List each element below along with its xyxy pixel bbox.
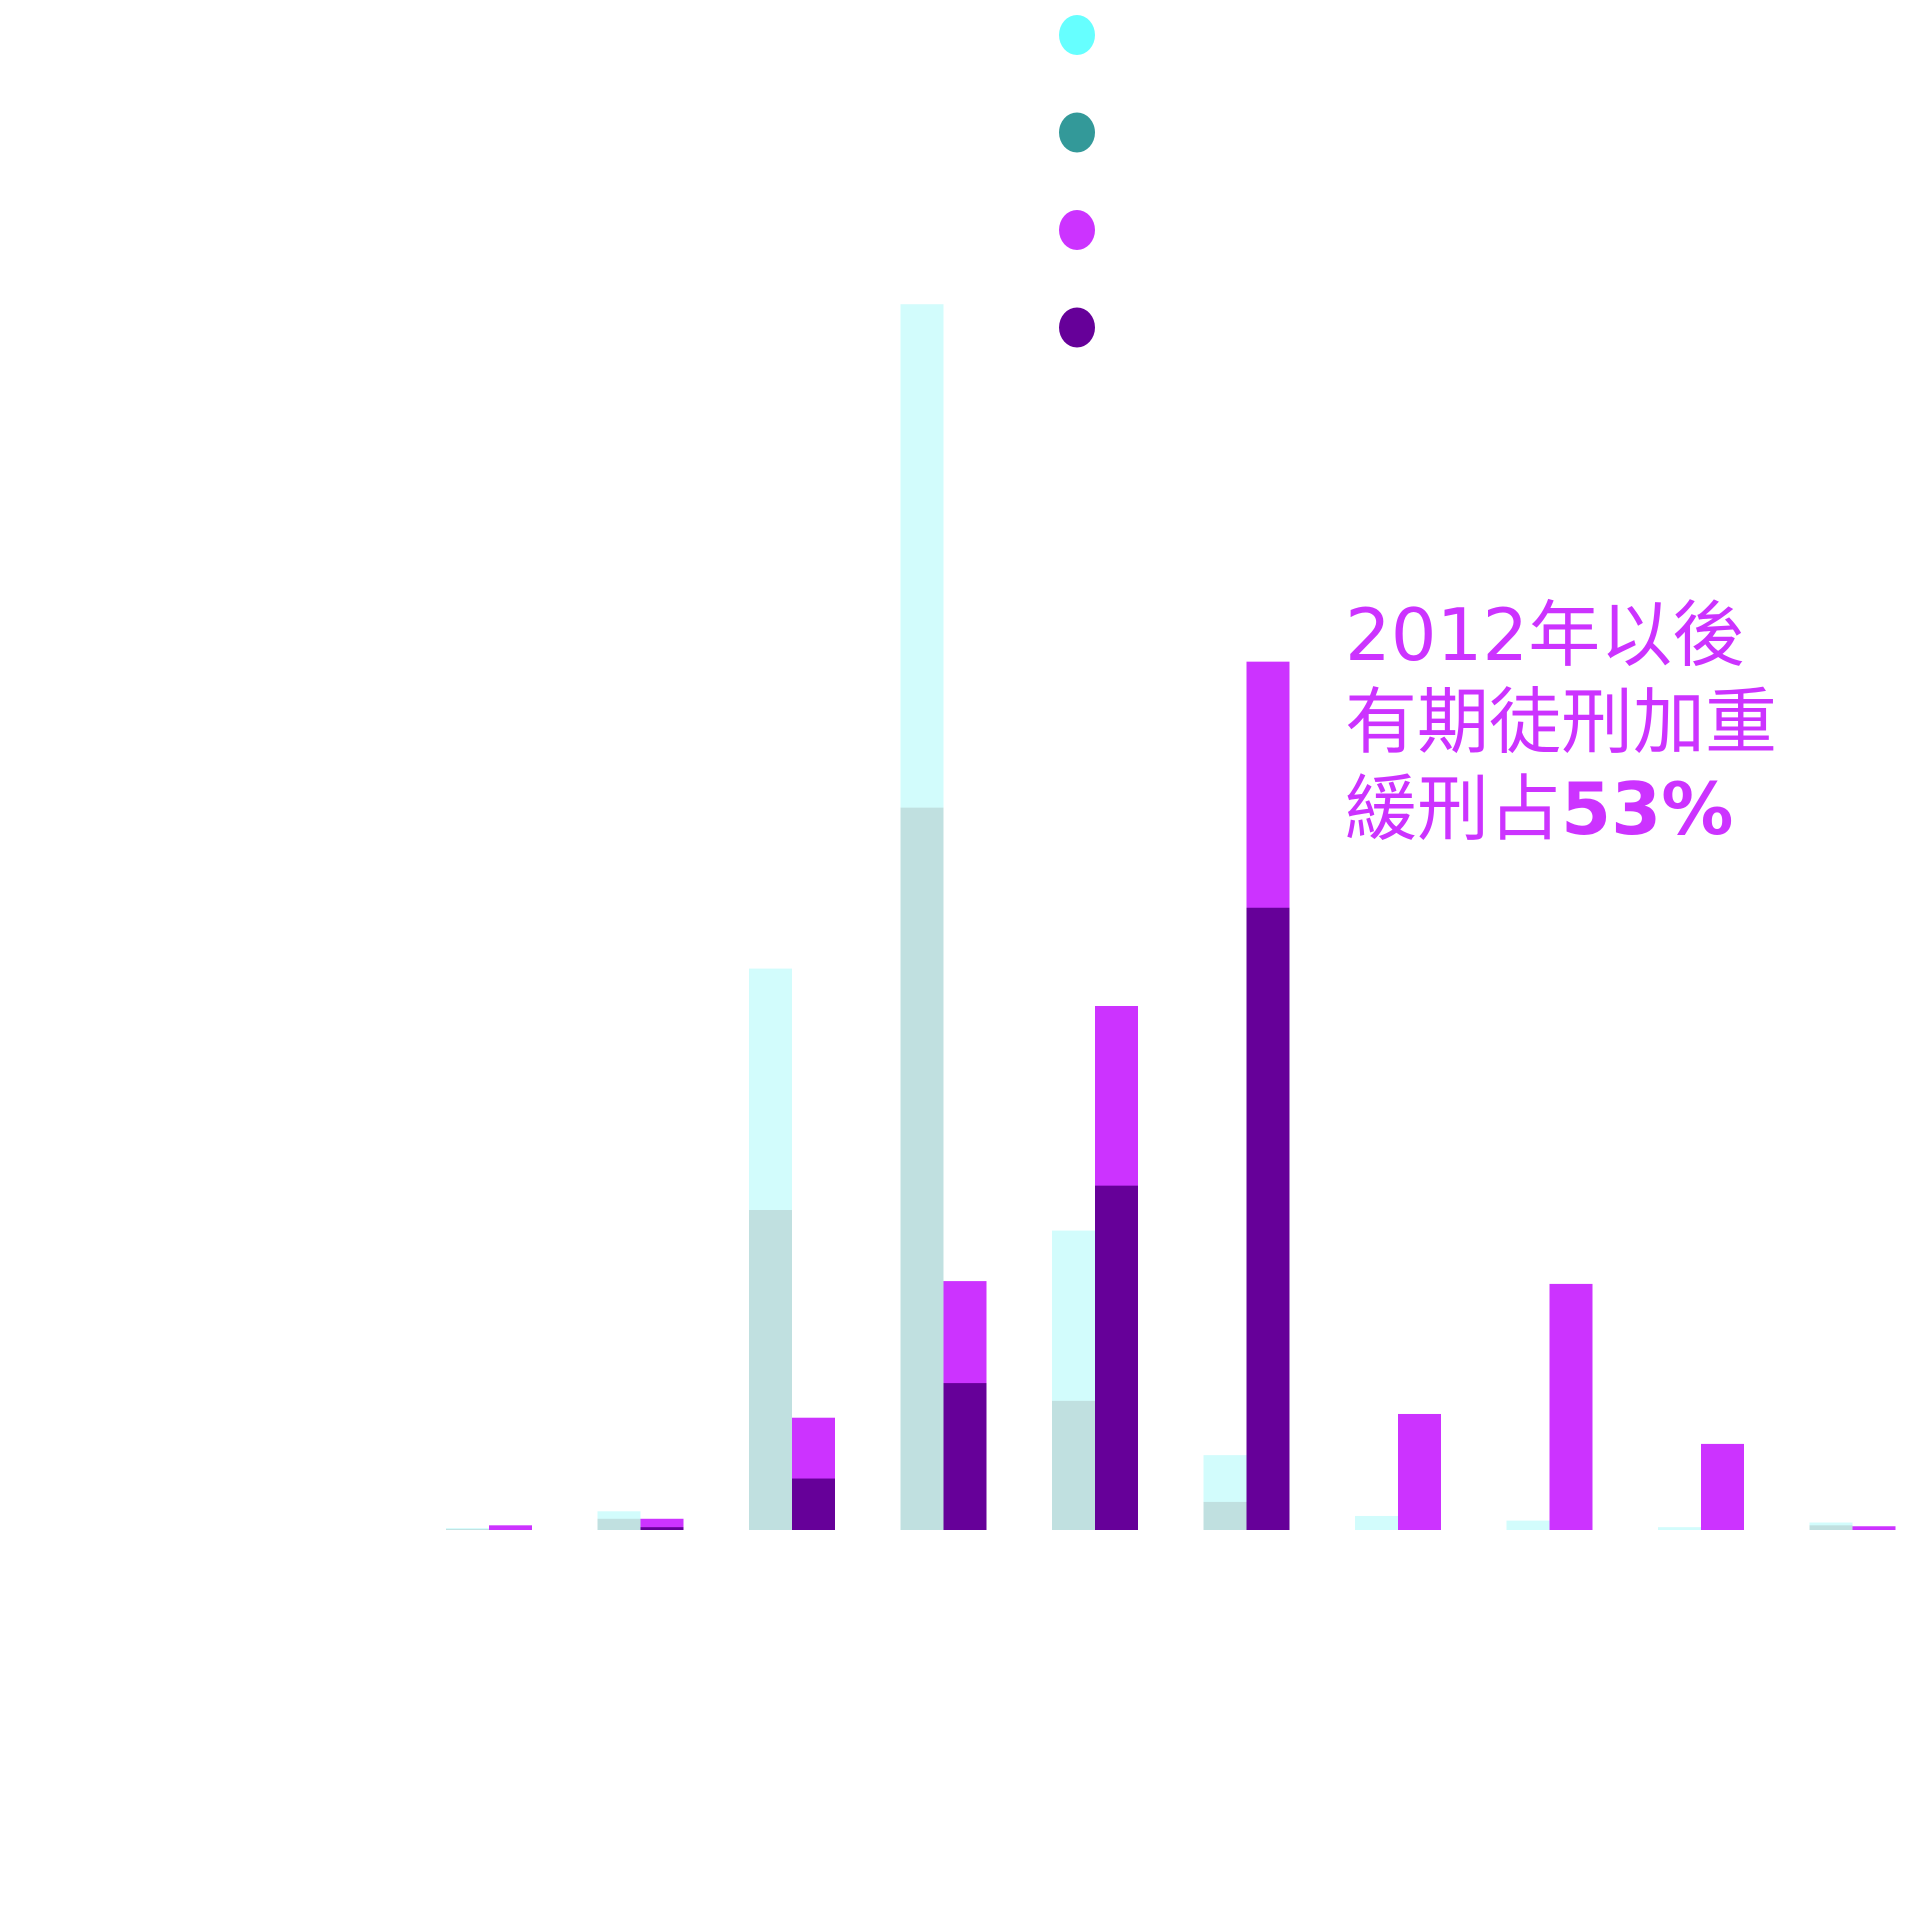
- bar-before-suspended-5: [1203, 1501, 1247, 1530]
- bar-after-suspended-3: [943, 1383, 987, 1530]
- bar-before-total-0: [446, 1528, 489, 1530]
- legend-marker-1: [1059, 112, 1095, 153]
- bar-before-suspended-9: [1809, 1525, 1853, 1530]
- annotation-line-3: 緩刑占: [1345, 767, 1562, 851]
- bar-before-suspended-3: [900, 807, 944, 1530]
- bar-before-total-7: [1506, 1520, 1550, 1530]
- bar-after-total-8: [1701, 1443, 1744, 1530]
- bar-before-suspended-4: [1052, 1400, 1095, 1530]
- legend-marker-2: [1059, 210, 1095, 250]
- annotation: 2012年以後 有期徒刑加重 緩刑占53%: [1345, 592, 1777, 853]
- bar-after-suspended-5: [1246, 907, 1290, 1530]
- bar-before-total-6: [1355, 1515, 1398, 1530]
- legend-marker-0: [1059, 15, 1095, 55]
- bar-after-total-9: [1852, 1526, 1896, 1530]
- legend-marker-3: [1059, 307, 1095, 348]
- bar-after-total-7: [1549, 1283, 1593, 1530]
- bar-before-suspended-2: [749, 1209, 792, 1530]
- annotation-line-2: 有期徒刑加重: [1345, 680, 1778, 764]
- annotation-percent: 53%: [1561, 767, 1734, 851]
- bar-after-total-0: [489, 1525, 532, 1530]
- bar-after-suspended-2: [792, 1478, 835, 1530]
- annotation-line-1: 2012年以後: [1345, 593, 1745, 677]
- bar-after-suspended-1: [640, 1527, 684, 1530]
- bar-after-suspended-4: [1095, 1185, 1138, 1530]
- bar-before-suspended-1: [597, 1518, 641, 1530]
- bar-before-total-8: [1658, 1527, 1701, 1530]
- bar-before-suspended-0: [446, 1529, 489, 1530]
- bar-after-total-6: [1398, 1413, 1441, 1530]
- bar-after-total-1: [640, 1518, 684, 1530]
